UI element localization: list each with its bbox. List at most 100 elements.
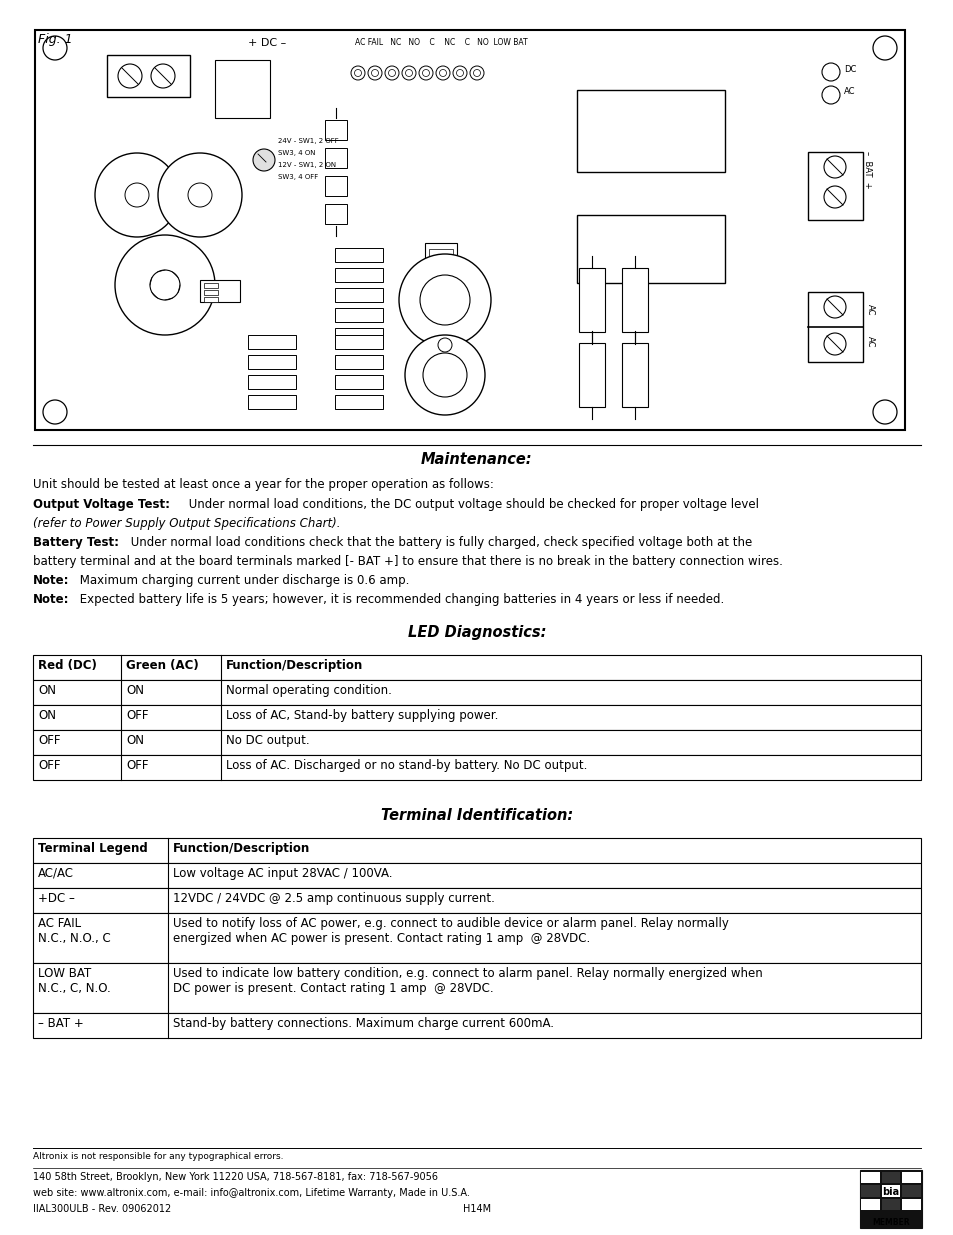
Bar: [621, 343, 647, 408]
Bar: [429, 266, 453, 275]
Bar: [204, 296, 218, 303]
Text: AC/AC: AC/AC: [38, 867, 74, 881]
Text: Under normal load conditions, the DC output voltage should be checked for proper: Under normal load conditions, the DC out…: [185, 498, 759, 511]
Text: 12V - SW1, 2 ON: 12V - SW1, 2 ON: [277, 162, 335, 168]
Circle shape: [125, 183, 149, 207]
Bar: [33, 913, 920, 963]
Circle shape: [872, 36, 896, 61]
Text: No DC output.: No DC output.: [226, 734, 310, 747]
Text: Maintenance:: Maintenance:: [420, 452, 533, 467]
Bar: [902, 1186, 920, 1197]
Text: Unit should be tested at least once a year for the proper operation as follows:: Unit should be tested at least once a ye…: [33, 478, 494, 492]
Text: LED Diagnostics:: LED Diagnostics:: [407, 625, 546, 640]
Circle shape: [43, 36, 67, 61]
Text: battery terminal and at the board terminals marked [- BAT +] to ensure that ther: battery terminal and at the board termin…: [33, 555, 782, 568]
Text: Terminal Identification:: Terminal Identification:: [380, 808, 573, 823]
Text: Under normal load conditions check that the battery is fully charged, check spec: Under normal load conditions check that …: [127, 536, 752, 550]
Circle shape: [823, 186, 845, 207]
Text: Note:: Note:: [33, 574, 70, 587]
Bar: [325, 120, 347, 140]
Circle shape: [821, 86, 840, 104]
Bar: [335, 375, 382, 389]
Bar: [902, 1199, 920, 1210]
Circle shape: [368, 65, 381, 80]
Text: Function/Description: Function/Description: [172, 842, 310, 855]
Circle shape: [150, 270, 180, 300]
Bar: [902, 1172, 920, 1183]
Bar: [859, 1170, 921, 1228]
Circle shape: [473, 69, 480, 77]
Bar: [335, 395, 382, 409]
Circle shape: [872, 400, 896, 424]
Bar: [33, 1013, 920, 1037]
Text: AC: AC: [843, 88, 855, 96]
Text: Red (DC): Red (DC): [38, 659, 97, 672]
Text: AC: AC: [864, 304, 874, 316]
Text: Normal operating condition.: Normal operating condition.: [226, 684, 392, 697]
Circle shape: [418, 65, 433, 80]
Text: AC: AC: [864, 336, 874, 348]
Bar: [861, 1172, 879, 1183]
Circle shape: [422, 69, 429, 77]
Circle shape: [398, 254, 491, 346]
Bar: [33, 655, 920, 680]
Circle shape: [115, 235, 214, 335]
Text: SW3, 4 OFF: SW3, 4 OFF: [277, 174, 318, 180]
Text: ON: ON: [38, 709, 56, 722]
Bar: [33, 680, 920, 705]
Text: DC: DC: [843, 64, 856, 74]
Bar: [33, 963, 920, 1013]
Circle shape: [385, 65, 398, 80]
Circle shape: [823, 296, 845, 317]
Circle shape: [151, 64, 174, 88]
Bar: [335, 335, 382, 350]
Text: Altronix is not responsible for any typographical errors.: Altronix is not responsible for any typo…: [33, 1152, 283, 1161]
Bar: [881, 1186, 900, 1197]
Text: Battery Test:: Battery Test:: [33, 536, 119, 550]
Circle shape: [405, 69, 412, 77]
Bar: [33, 863, 920, 888]
Text: 24V - SW1, 2 OFF: 24V - SW1, 2 OFF: [277, 138, 338, 144]
Text: H14M: H14M: [462, 1204, 491, 1214]
Bar: [424, 243, 456, 315]
Bar: [429, 282, 453, 291]
Circle shape: [401, 65, 416, 80]
Bar: [335, 268, 382, 282]
Text: + DC –: + DC –: [248, 38, 286, 48]
Text: Function/Description: Function/Description: [226, 659, 363, 672]
Bar: [335, 288, 382, 303]
Text: Used to notify loss of AC power, e.g. connect to audible device or alarm panel. : Used to notify loss of AC power, e.g. co…: [172, 918, 728, 945]
Bar: [335, 329, 382, 342]
Circle shape: [253, 149, 274, 170]
Text: Stand-by battery connections. Maximum charge current 600mA.: Stand-by battery connections. Maximum ch…: [172, 1016, 554, 1030]
Circle shape: [371, 69, 378, 77]
Bar: [577, 90, 724, 172]
Text: OFF: OFF: [126, 709, 149, 722]
Text: LOW BAT
N.C., C, N.O.: LOW BAT N.C., C, N.O.: [38, 967, 111, 995]
Bar: [248, 375, 295, 389]
Circle shape: [437, 338, 452, 352]
Text: (refer to Power Supply Output Specifications Chart).: (refer to Power Supply Output Specificat…: [33, 517, 340, 530]
Text: ON: ON: [126, 734, 144, 747]
Bar: [861, 1186, 879, 1197]
Text: Loss of AC. Discharged or no stand-by battery. No DC output.: Loss of AC. Discharged or no stand-by ba…: [226, 760, 587, 772]
Circle shape: [422, 353, 467, 396]
Circle shape: [439, 69, 446, 77]
Bar: [325, 204, 347, 224]
Circle shape: [351, 65, 365, 80]
Bar: [335, 308, 382, 322]
Circle shape: [95, 153, 179, 237]
Bar: [881, 1199, 900, 1210]
Bar: [429, 296, 453, 308]
Text: Green (AC): Green (AC): [126, 659, 198, 672]
Text: 12VDC / 24VDC @ 2.5 amp continuous supply current.: 12VDC / 24VDC @ 2.5 amp continuous suppl…: [172, 892, 495, 905]
Text: Loss of AC, Stand-by battery supplying power.: Loss of AC, Stand-by battery supplying p…: [226, 709, 497, 722]
Text: Terminal Legend: Terminal Legend: [38, 842, 148, 855]
Text: MEMBER: MEMBER: [871, 1218, 909, 1228]
Bar: [107, 56, 190, 98]
Circle shape: [456, 69, 463, 77]
Text: Output Voltage Test:: Output Voltage Test:: [33, 498, 170, 511]
Bar: [33, 755, 920, 781]
Text: Maximum charging current under discharge is 0.6 amp.: Maximum charging current under discharge…: [76, 574, 409, 587]
Bar: [325, 177, 347, 196]
